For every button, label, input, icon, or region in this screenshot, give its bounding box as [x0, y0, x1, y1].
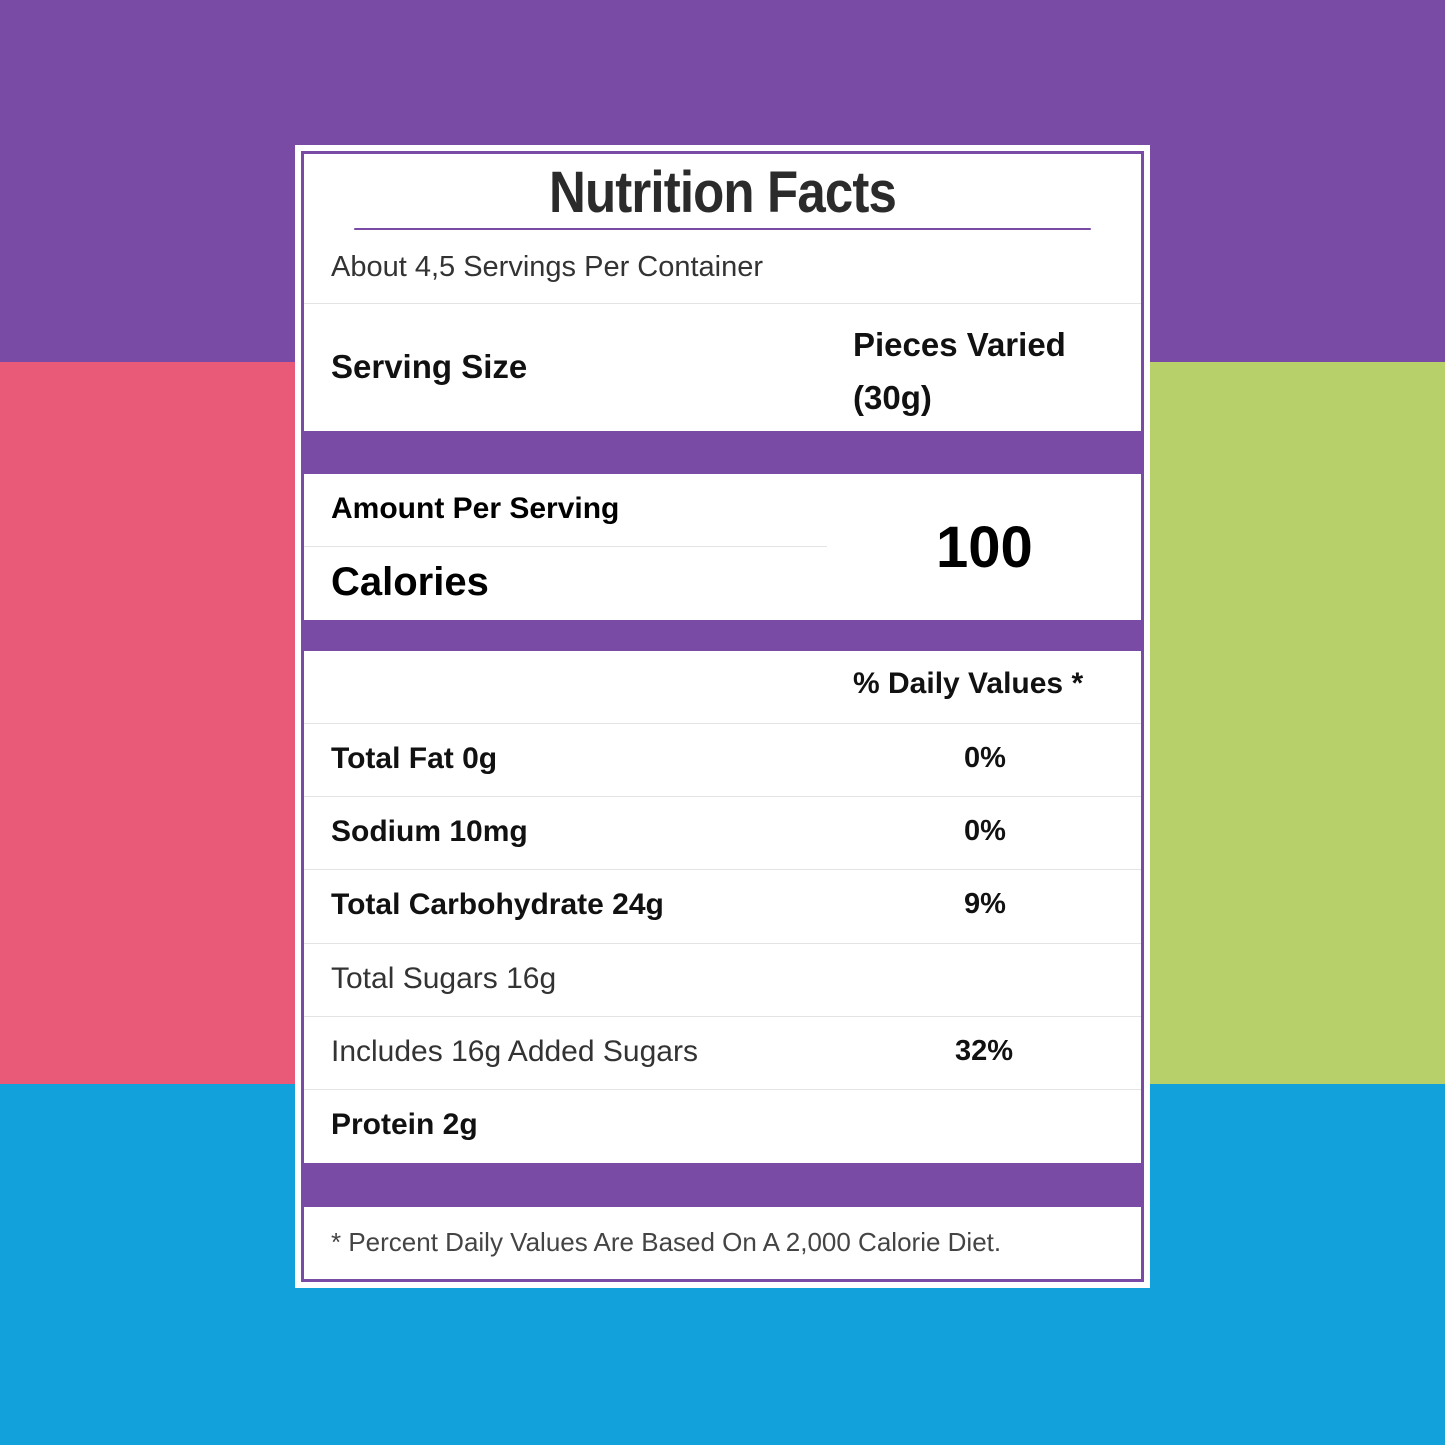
divider-bar	[304, 1163, 1141, 1207]
nutrient-row: Total Sugars 16g	[304, 944, 1141, 1017]
serving-size-label: Serving Size	[331, 348, 528, 385]
nutrition-facts-label: Nutrition Facts About 4,5 Servings Per C…	[301, 151, 1144, 1282]
nutrient-label: Sodium 10mg	[331, 815, 528, 848]
label-title: Nutrition Facts	[354, 154, 1091, 230]
serving-size-row: Serving Size Pieces Varied (30g)	[304, 304, 1141, 431]
daily-values-header: % Daily Values *	[853, 667, 1084, 700]
nutrient-label: Total Sugars 16g	[331, 962, 557, 995]
nutrient-daily-value: 9%	[964, 888, 1006, 920]
serving-size-value: Pieces Varied (30g)	[853, 326, 1066, 416]
calories-label: Calories	[331, 560, 489, 604]
nutrient-label: Total Carbohydrate 24g	[331, 888, 664, 921]
nutrient-daily-value: 0%	[964, 742, 1006, 774]
nutrient-label: Protein 2g	[331, 1108, 478, 1141]
calories-value: 100	[936, 515, 1033, 580]
nutrient-daily-value: 32%	[955, 1035, 1014, 1067]
nutrient-label: Includes 16g Added Sugars	[331, 1035, 698, 1068]
divider-bar	[304, 431, 1141, 474]
daily-values-header-row: % Daily Values *	[304, 651, 1141, 724]
nutrient-row: Includes 16g Added Sugars 32%	[304, 1017, 1141, 1090]
divider-bar	[304, 620, 1141, 651]
amount-per-serving-label: Amount Per Serving	[331, 492, 620, 525]
nutrient-label: Total Fat 0g	[331, 742, 498, 775]
servings-row: About 4,5 Servings Per Container	[304, 231, 1141, 304]
nutrient-row: Protein 2g	[304, 1090, 1141, 1163]
nutrient-row: Total Fat 0g 0%	[304, 724, 1141, 797]
calories-section: Amount Per Serving Calories 100	[304, 474, 1141, 620]
nutrient-daily-value: 0%	[964, 815, 1006, 847]
nutrient-row: Total Carbohydrate 24g 9%	[304, 870, 1141, 944]
divider-line	[304, 546, 827, 547]
nutrient-row: Sodium 10mg 0%	[304, 797, 1141, 870]
footnote: * Percent Daily Values Are Based On A 2,…	[331, 1227, 1002, 1257]
servings-per-container: About 4,5 Servings Per Container	[331, 251, 764, 283]
